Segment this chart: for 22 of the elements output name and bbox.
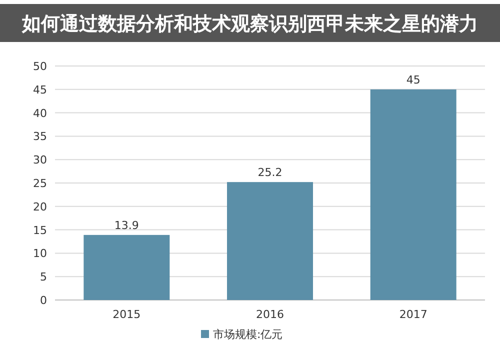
y-tick-label: 10 bbox=[33, 247, 47, 260]
y-tick-label: 50 bbox=[33, 60, 47, 73]
y-tick-label: 45 bbox=[33, 83, 47, 96]
legend-label: 市场规模:亿元 bbox=[213, 328, 283, 341]
x-tick-label: 2017 bbox=[399, 308, 428, 321]
y-tick-label: 35 bbox=[33, 130, 47, 144]
data-label: 25.2 bbox=[258, 166, 282, 180]
x-tick-label: 2015 bbox=[112, 308, 141, 321]
y-tick-label: 0 bbox=[40, 294, 47, 307]
y-tick-label: 30 bbox=[33, 154, 47, 167]
bar bbox=[84, 234, 170, 300]
bar bbox=[227, 182, 313, 300]
y-tick-label: 15 bbox=[33, 224, 47, 237]
y-tick-label: 25 bbox=[33, 177, 47, 190]
bar bbox=[370, 89, 456, 300]
data-label: 45 bbox=[406, 73, 420, 86]
x-tick-label: 2016 bbox=[256, 308, 284, 321]
data-label: 13.9 bbox=[114, 218, 139, 232]
y-tick-label: 20 bbox=[33, 200, 47, 214]
y-tick-label: 40 bbox=[33, 106, 47, 120]
y-tick-label: 5 bbox=[40, 270, 47, 284]
chart-title: 如何通过数据分析和技术观察识别西甲未来之星的潜力 bbox=[21, 13, 478, 35]
